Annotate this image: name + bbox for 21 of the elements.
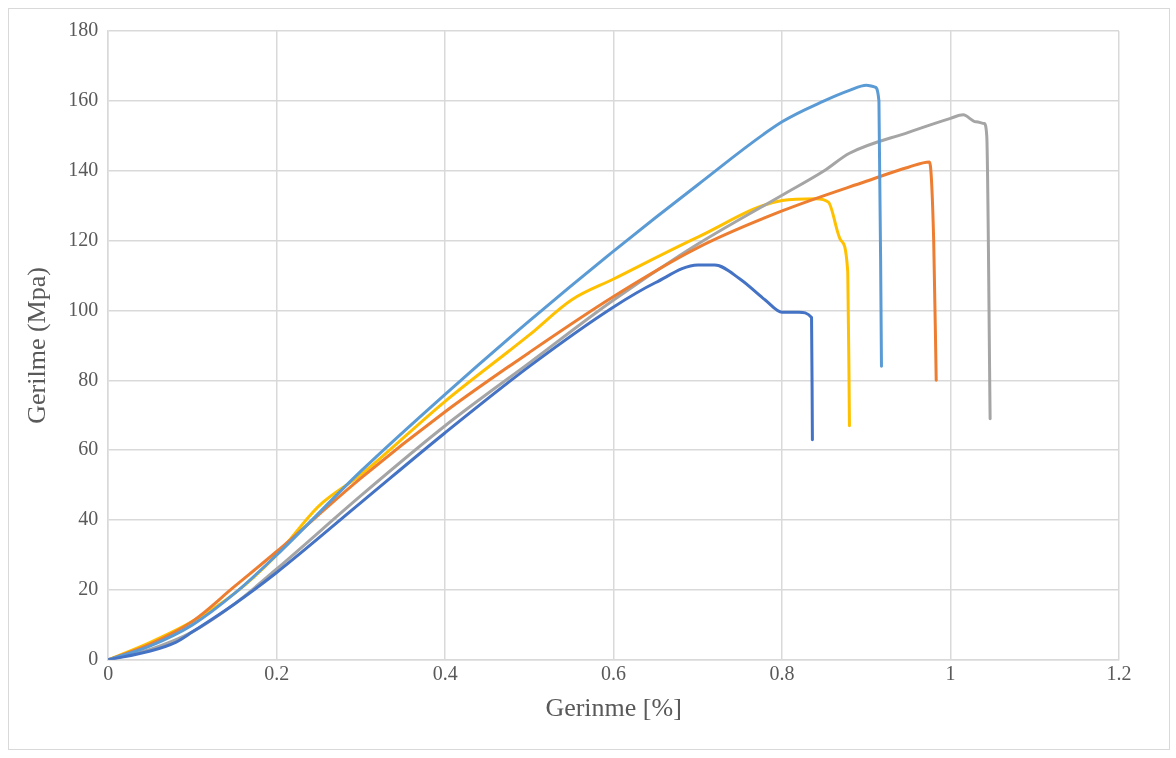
y-tick-label: 20 [78,577,99,600]
y-axis-title: Gerilme (Mpa) [22,267,52,424]
x-tick-label: 0.4 [432,662,458,685]
y-tick-label: 80 [78,367,99,390]
x-tick-label: 0.2 [264,662,290,685]
y-tick-label: 100 [68,297,99,320]
y-tick-label: 180 [68,18,99,41]
y-tick-label: 0 [88,647,99,670]
y-tick-label: 60 [78,437,99,460]
x-tick-label: 0 [103,662,114,685]
line-series [108,263,814,660]
y-tick-label: 160 [68,88,99,111]
y-tick-label: 140 [68,157,99,180]
x-tick-label: 0.6 [601,662,627,685]
x-tick-label: 1 [945,662,956,685]
x-tick-label: 0.8 [769,662,795,685]
y-tick-label: 40 [78,507,99,530]
line-series [108,83,883,660]
y-tick-label: 120 [68,227,99,250]
x-axis-title: Gerinme [%] [545,693,682,723]
x-tick-label: 1.2 [1106,662,1132,685]
